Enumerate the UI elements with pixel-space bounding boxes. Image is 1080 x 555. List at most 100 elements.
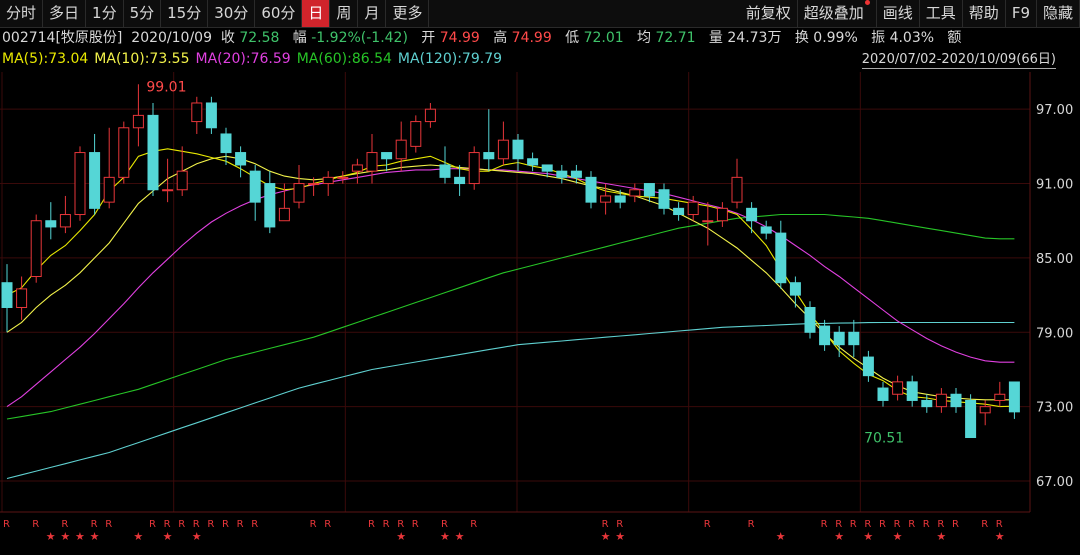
candle-body-33 (483, 152, 495, 160)
candle-body-32 (468, 152, 480, 185)
candle-body-25 (366, 152, 378, 172)
period-tab-1[interactable]: 多日 (43, 0, 87, 27)
signal-star-17: ★ (995, 530, 1005, 543)
candle-body-38 (556, 170, 568, 178)
signal-star-7: ★ (396, 530, 406, 543)
candle-body-59 (862, 356, 874, 377)
ytick-label-5: 97.00 (1036, 103, 1073, 118)
open-value: 74.99 (439, 30, 480, 46)
signal-r-36: R (996, 519, 1003, 530)
annotation-label-0: 99.01 (146, 79, 186, 95)
signal-r-18: R (412, 519, 419, 530)
candle-body-69 (1008, 381, 1020, 413)
candle-body-51 (746, 207, 758, 222)
signal-star-3: ★ (90, 530, 100, 543)
tool-button-6[interactable]: 隐藏 (1037, 0, 1080, 27)
annotation-label-1: 70.51 (864, 431, 904, 447)
tool-button-4[interactable]: 帮助 (963, 0, 1006, 27)
ma120-line (6, 321, 1015, 480)
ytick-label-0: 67.00 (1036, 475, 1073, 490)
period-tab-4[interactable]: 15分 (161, 0, 209, 27)
period-tab-9[interactable]: 月 (358, 0, 387, 27)
signal-r-10: R (222, 519, 229, 530)
signal-r-26: R (835, 519, 842, 530)
candle-body-31 (454, 176, 466, 185)
ma60-line (6, 213, 1015, 420)
candle-body-42 (614, 195, 626, 203)
tool-button-3[interactable]: 工具 (920, 0, 963, 27)
candle-body-26 (381, 152, 393, 160)
turnover-label: 换 (794, 30, 809, 46)
signal-r-16: R (383, 519, 390, 530)
change-label: 幅 (292, 30, 307, 46)
tool-button-0[interactable]: 前复权 (740, 0, 798, 27)
candle-body-53 (775, 232, 787, 284)
candle-body-29 (424, 108, 436, 123)
signal-r-7: R (178, 519, 185, 530)
candle-body-12 (176, 170, 188, 191)
candle-body-7 (103, 176, 115, 203)
date-range[interactable]: 2020/07/02-2020/10/09(66日) (861, 52, 1056, 69)
candle-body-65 (950, 393, 962, 408)
period-tab-8[interactable]: 周 (330, 0, 359, 27)
candle-body-60 (877, 387, 889, 401)
period-tab-0[interactable]: 分时 (0, 0, 44, 27)
candle-body-0 (1, 282, 13, 308)
signal-star-1: ★ (60, 530, 70, 543)
period-tab-10[interactable]: 更多 (386, 0, 430, 27)
candle-body-34 (497, 139, 509, 160)
ma5-line (6, 148, 1015, 408)
avg-label: 均 (637, 30, 652, 46)
signal-star-15: ★ (893, 530, 903, 543)
candle-body-39 (570, 170, 582, 178)
candle-body-3 (45, 220, 57, 228)
ma-legend: MA(5):73.04 MA(10):73.55 MA(20):76.59 MA(60… (0, 49, 508, 69)
signal-r-24: R (748, 519, 755, 530)
ytick-label-4: 91.00 (1036, 178, 1073, 193)
candle-body-66 (965, 399, 977, 439)
period-tab-6[interactable]: 60分 (255, 0, 303, 27)
candle-body-54 (789, 282, 801, 296)
candle-body-36 (527, 158, 539, 166)
candle-body-23 (337, 176, 349, 179)
candle-body-40 (585, 176, 597, 203)
ytick-label-3: 85.00 (1036, 252, 1073, 267)
candle-body-9 (132, 114, 144, 129)
signal-r-0: R (3, 519, 10, 530)
close-label: 收 (220, 30, 235, 46)
signal-r-23: R (704, 519, 711, 530)
tools-menu: 前复权 超级叠加 画线 工具 帮助 F9 隐藏 (740, 0, 1080, 27)
signal-r-9: R (207, 519, 214, 530)
signal-r-33: R (937, 519, 944, 530)
candle-body-1 (16, 288, 28, 308)
high-label: 高 (493, 30, 508, 46)
tool-button-1[interactable]: 超级叠加 (798, 0, 877, 27)
change-value: -1.92%(-1.42) (311, 30, 408, 46)
ma-legend-item-4: MA(120):79.79 (397, 51, 503, 67)
period-tab-2[interactable]: 1分 (86, 0, 124, 27)
ma10-line (6, 155, 1015, 401)
period-tab-5[interactable]: 30分 (208, 0, 256, 27)
period-tab-7[interactable]: 日 (302, 0, 331, 27)
signal-r-5: R (149, 519, 156, 530)
ma-legend-item-3: MA(60):86.54 (296, 51, 392, 67)
period-tab-3[interactable]: 5分 (124, 0, 162, 27)
candle-body-35 (512, 139, 524, 160)
notification-dot (864, 0, 870, 5)
volume-value: 24.73万 (727, 30, 782, 46)
ma-legend-item-2: MA(20):76.59 (195, 51, 291, 67)
open-label: 开 (421, 30, 436, 46)
signal-r-32: R (923, 519, 930, 530)
signal-r-28: R (864, 519, 871, 530)
candle-body-21 (308, 183, 320, 186)
candle-body-55 (804, 306, 816, 333)
avg-value: 72.71 (655, 30, 696, 46)
candle-body-58 (848, 331, 860, 346)
candle-body-20 (293, 183, 305, 203)
candle-body-27 (395, 139, 407, 160)
candle-body-61 (892, 381, 904, 395)
tool-button-5[interactable]: F9 (1006, 0, 1037, 27)
signal-r-35: R (981, 519, 988, 530)
candle-body-28 (410, 121, 422, 147)
tool-button-2[interactable]: 画线 (877, 0, 920, 27)
